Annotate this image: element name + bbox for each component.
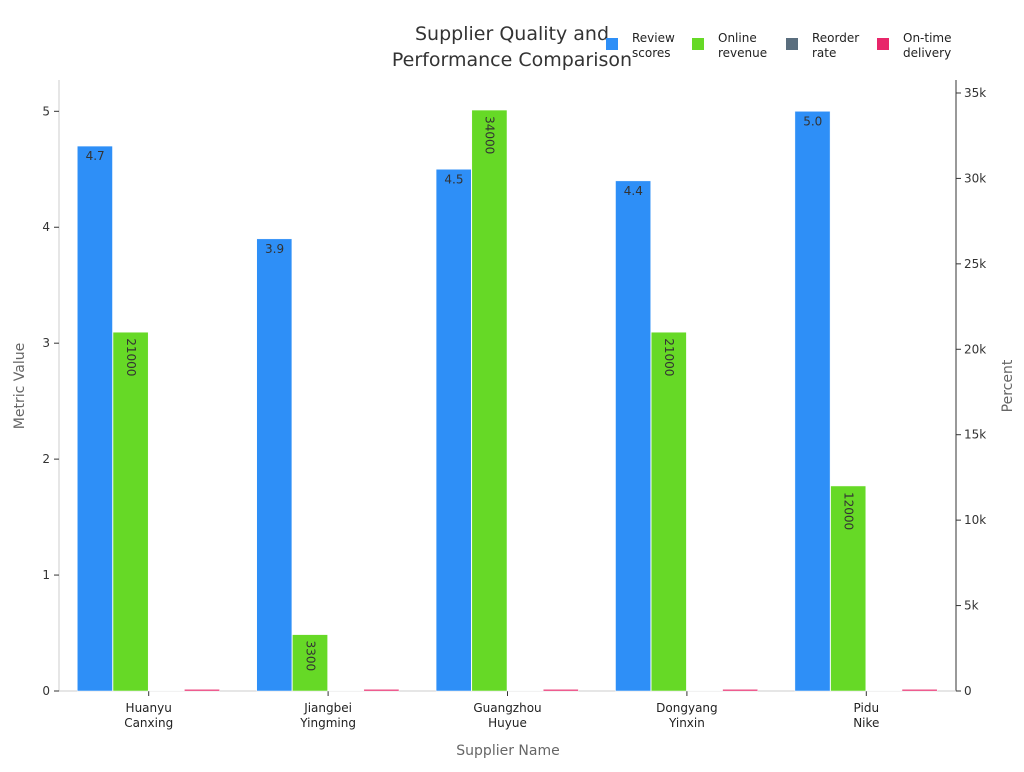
data-label: 4.4 [624,184,643,198]
y-tick-label: 0 [42,684,50,698]
y2-tick-label: 20k [964,342,986,356]
bar [794,111,831,692]
x-tick-label: Pidu [854,701,880,715]
x-tick-label: Huyue [488,716,527,730]
x-tick-label: Canxing [124,716,173,730]
y-tick-label: 1 [42,568,50,582]
legend-label: delivery [903,46,951,60]
data-label: 3300 [303,641,317,672]
y-tick-label: 4 [42,220,50,234]
y2-tick-label: 0 [964,684,972,698]
data-label: 3.9 [265,242,284,256]
legend-swatch [786,38,798,50]
bar [148,690,185,692]
x-tick-label: Yingming [299,716,356,730]
bar [77,145,113,692]
bar [901,689,938,692]
y2-tick-label: 30k [964,171,986,185]
bar [686,690,723,692]
bar [830,485,867,692]
bar [866,690,902,692]
legend-label: revenue [718,46,767,60]
legend-label: Online [718,31,757,45]
bar [542,689,579,692]
bar [435,169,472,692]
legend-swatch [606,38,618,50]
x-tick-label: Huanyu [126,701,172,715]
x-tick-label: Guangzhou [473,701,541,715]
bar [722,689,759,692]
y2-tick-label: 25k [964,257,986,271]
bar [615,180,651,692]
y-tick-label: 5 [42,104,50,118]
data-label: 21000 [124,338,138,376]
bar [256,238,293,692]
legend-label: rate [812,46,836,60]
data-label: 12000 [841,492,855,530]
legend-label: Reorder [812,31,859,45]
y2-tick-label: 35k [964,86,986,100]
legend-swatch [692,38,704,50]
bar [292,634,328,692]
y-tick-label: 3 [42,336,50,350]
x-tick-label: Yinxin [668,716,705,730]
y2-tick-label: 5k [964,599,979,613]
y-tick-label: 2 [42,452,50,466]
y2-tick-label: 10k [964,513,986,527]
x-tick-label: Jiangbei [303,701,352,715]
bar [112,331,149,692]
data-label: 21000 [662,338,676,376]
bar [471,109,508,692]
legend-label: scores [632,46,671,60]
bar [327,690,364,692]
chart-title: Performance Comparison [392,49,632,71]
x-axis-label: Supplier Name [456,743,559,759]
x-tick-label: Dongyang [656,701,717,715]
y2-tick-label: 15k [964,428,986,442]
y-axis-label: Metric Value [12,343,28,429]
chart-title: Supplier Quality and [415,23,609,45]
data-label: 4.5 [444,172,463,186]
legend-label: Review [632,31,675,45]
y2-axis-label: Percent [1000,359,1016,412]
x-tick-label: Nike [853,716,879,730]
legend-label: On-time [903,31,952,45]
data-label: 4.7 [86,149,105,163]
bar [184,689,220,692]
data-label: 34000 [483,116,497,154]
legend-swatch [877,38,889,50]
bar [650,331,687,692]
bar [507,690,543,692]
bar [363,689,400,692]
data-label: 5.0 [803,114,822,128]
